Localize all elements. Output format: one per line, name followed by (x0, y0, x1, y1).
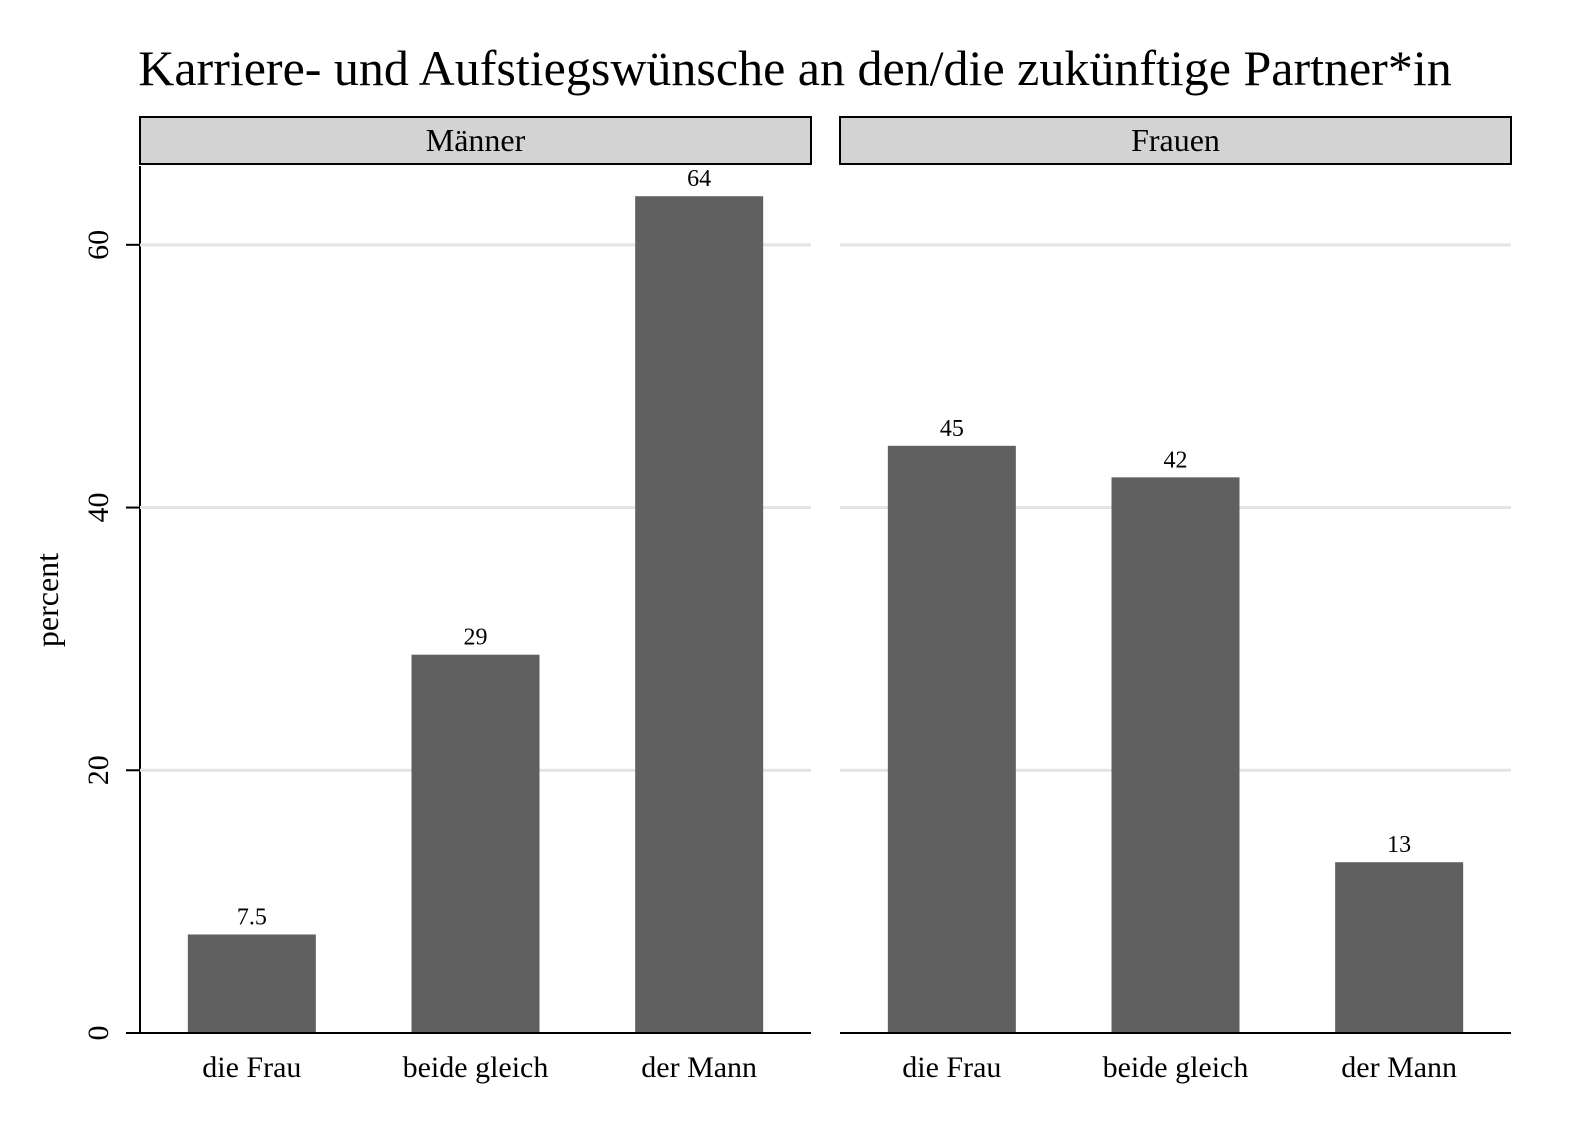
data-label: 42 (1164, 447, 1188, 473)
data-label: 13 (1387, 832, 1411, 858)
panels: 0 20 40 60 Männer 7.5 die Frau 29 beide gleich 64… (82, 116, 1512, 1084)
data-label: 7.5 (237, 904, 267, 930)
x-category-label: die Frau (902, 1051, 1001, 1084)
x-category-label: beide gleich (1103, 1051, 1249, 1084)
bar (187, 934, 316, 1033)
x-category-label: der Mann (1341, 1051, 1457, 1084)
y-axis-title: percent (29, 553, 65, 647)
panel-strip (839, 116, 1512, 165)
chart-title: Karriere- und Aufstiegswünsche an den/di… (138, 40, 1451, 96)
data-label: 45 (940, 416, 964, 442)
bar (635, 196, 764, 1034)
x-category-label: der Mann (641, 1051, 757, 1084)
y-tick-label: 0 (82, 1026, 115, 1041)
bar (411, 654, 540, 1033)
x-category-label: die Frau (202, 1051, 301, 1084)
y-tick-label: 20 (82, 755, 115, 785)
bar (1111, 477, 1240, 1034)
bar (1335, 862, 1464, 1033)
bar (887, 445, 1016, 1033)
panel-strip-label: Männer (426, 122, 526, 158)
y-tick-label: 40 (82, 493, 115, 523)
panel-strip-label: Frauen (1131, 122, 1220, 158)
panel-strip (139, 116, 812, 165)
data-label: 29 (464, 625, 488, 651)
data-label: 64 (687, 166, 711, 192)
y-tick-label: 60 (82, 230, 115, 260)
x-category-label: beide gleich (403, 1051, 549, 1084)
